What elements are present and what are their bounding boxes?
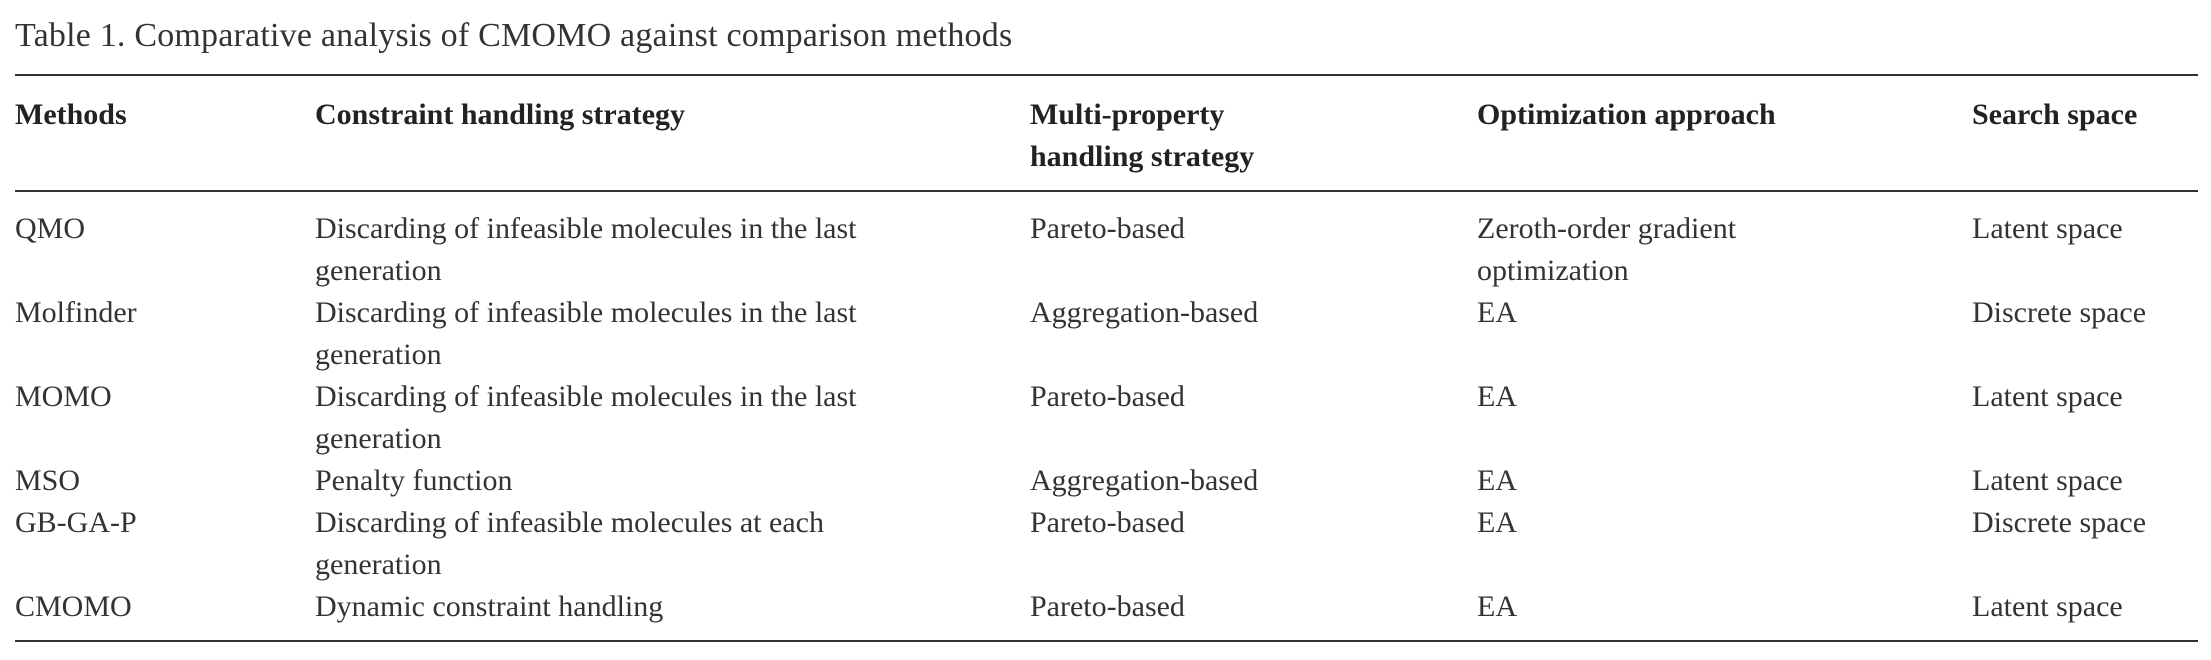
cell-method: MOMO [15, 380, 112, 413]
cell-optimization-text: Zeroth-order gradient optimization [1477, 212, 1737, 287]
cell-search-space: Latent space [1972, 590, 2123, 623]
cell-method: CMOMO [15, 590, 132, 623]
cell-constraint-text: Discarding of infeasible molecules in th… [315, 212, 857, 287]
table-caption: Table 1. Comparative analysis of CMOMO a… [15, 17, 1013, 54]
table-row: QMO Discarding of infeasible molecules i… [15, 191, 2198, 292]
header-multi-property-label: Multi-property handling strategy [1030, 98, 1255, 173]
cell-search-space: Latent space [1972, 212, 2123, 245]
cell-optimization: EA [1477, 506, 1517, 539]
cell-constraint-text: Discarding of infeasible molecules in th… [315, 380, 857, 455]
header-multi-property-handling: Multi-property handling strategy [1030, 75, 1477, 191]
cell-method: GB-GA-P [15, 506, 137, 539]
cell-multi-property: Pareto-based [1030, 590, 1185, 623]
cell-constraint-text: Discarding of infeasible molecules at ea… [315, 506, 824, 581]
table-figure: Table 1. Comparative analysis of CMOMO a… [15, 10, 2198, 642]
cell-multi-property: Aggregation-based [1030, 296, 1259, 329]
cell-search-space: Latent space [1972, 464, 2123, 497]
comparison-table: Methods Constraint handling strategy Mul… [15, 74, 2198, 642]
cell-constraint-text: Penalty function [315, 464, 513, 497]
header-constraint-handling: Constraint handling strategy [315, 98, 686, 131]
cell-constraint-text: Dynamic constraint handling [315, 590, 664, 623]
cell-method: Molfinder [15, 296, 137, 329]
table-body: QMO Discarding of infeasible molecules i… [15, 191, 2198, 641]
cell-optimization: EA [1477, 380, 1517, 413]
cell-optimization: EA [1477, 464, 1517, 497]
cell-constraint: Penalty function [315, 460, 1030, 502]
cell-search-space: Discrete space [1972, 506, 2147, 539]
cell-constraint: Discarding of infeasible molecules at ea… [315, 502, 1030, 586]
cell-search-space: Discrete space [1972, 296, 2147, 329]
table-row: Molfinder Discarding of infeasible molec… [15, 292, 2198, 376]
cell-optimization: EA [1477, 590, 1517, 623]
cell-constraint-text: Discarding of infeasible molecules in th… [315, 296, 857, 371]
cell-multi-property: Pareto-based [1030, 212, 1185, 245]
table-row: MOMO Discarding of infeasible molecules … [15, 376, 2198, 460]
header-methods: Methods [15, 98, 127, 131]
cell-method: QMO [15, 212, 86, 245]
cell-constraint: Discarding of infeasible molecules in th… [315, 292, 1030, 376]
table-row: CMOMO Dynamic constraint handling Pareto… [15, 586, 2198, 641]
cell-search-space: Latent space [1972, 380, 2123, 413]
table-header: Methods Constraint handling strategy Mul… [15, 75, 2198, 191]
table-row: GB-GA-P Discarding of infeasible molecul… [15, 502, 2198, 586]
cell-method: MSO [15, 464, 81, 497]
cell-optimization: EA [1477, 296, 1517, 329]
header-search-space: Search space [1972, 98, 2138, 131]
header-optimization-approach: Optimization approach [1477, 98, 1776, 131]
cell-constraint: Discarding of infeasible molecules in th… [315, 376, 1030, 460]
header-row: Methods Constraint handling strategy Mul… [15, 75, 2198, 191]
table-row: MSO Penalty function Aggregation-based E… [15, 460, 2198, 502]
cell-constraint: Dynamic constraint handling [315, 586, 1030, 641]
cell-multi-property: Pareto-based [1030, 380, 1185, 413]
cell-constraint: Discarding of infeasible molecules in th… [315, 191, 1030, 292]
cell-optimization: Zeroth-order gradient optimization [1477, 191, 1972, 292]
cell-multi-property: Aggregation-based [1030, 464, 1259, 497]
cell-multi-property: Pareto-based [1030, 506, 1185, 539]
